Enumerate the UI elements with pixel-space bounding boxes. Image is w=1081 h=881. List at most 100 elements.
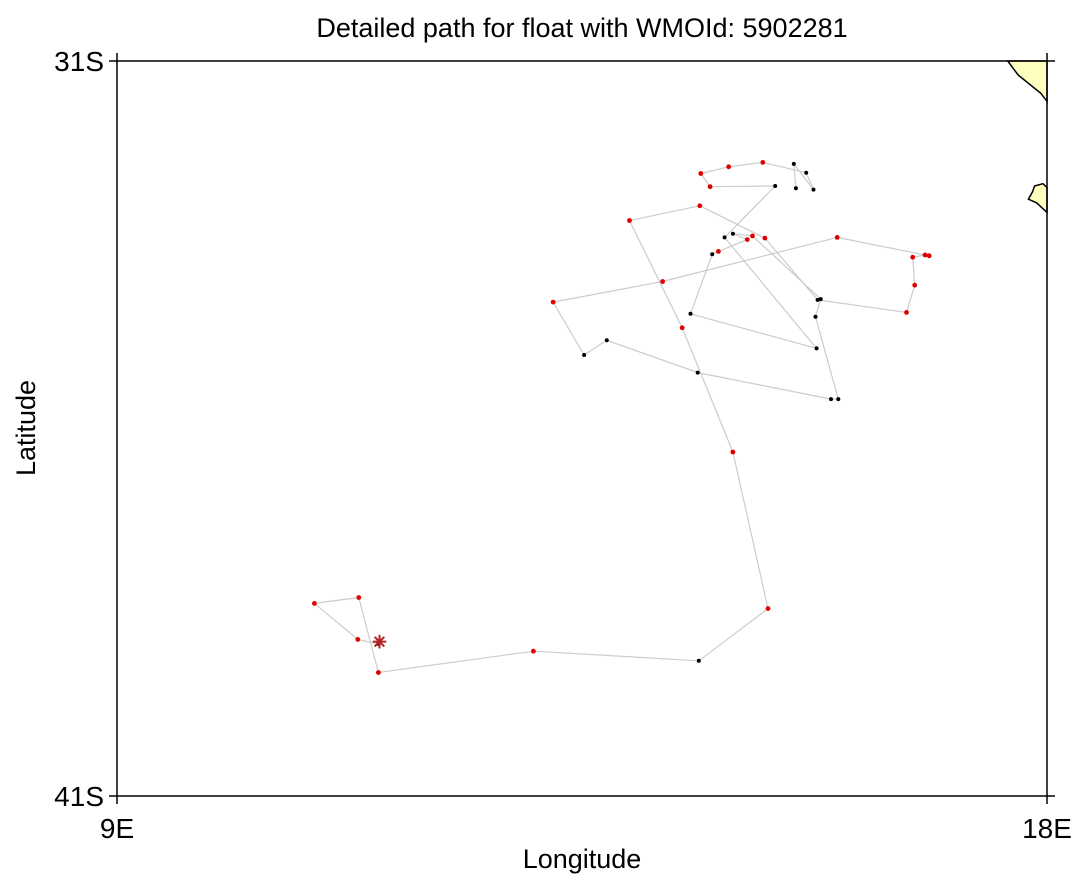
start-asterisk-marker [372,634,387,649]
track-segment [314,596,359,604]
float-position-black [829,397,833,402]
float-position-layer [312,160,932,675]
float-position-red [660,279,665,284]
track-segment [552,280,663,303]
track-segment [814,298,822,317]
track-segment [752,235,822,300]
track-segment [728,161,763,168]
float-position-red [760,160,766,165]
track-segment [606,339,698,374]
track-segment [732,451,769,609]
track-segment [837,236,930,257]
float-position-black [811,187,816,192]
float-position-red [697,203,703,209]
float-position-red [376,670,381,675]
plot-frame [116,60,1048,797]
float-position-red [726,164,732,170]
track-segment [912,257,916,286]
float-position-red [762,235,768,241]
float-position-red [834,235,840,240]
land-polygon [1006,60,1048,104]
float-position-red [912,282,918,288]
float-position-black [813,314,818,319]
track-segment [793,163,797,189]
float-position-black [836,397,841,402]
float-position-red [355,637,361,642]
track-segment [817,299,907,313]
float-position-red [312,601,317,606]
float-position-black [730,231,735,236]
float-position-red [707,184,713,190]
float-position-black [722,235,727,240]
float-position-black [582,353,587,357]
track-layer [314,161,930,674]
float-position-red [750,233,755,239]
float-position-red [550,299,556,305]
float-position-black [804,170,809,175]
x-axis-label: Longitude [523,844,642,874]
land-polygon [1027,182,1048,215]
float-position-black [710,252,715,257]
track-segment [378,650,534,674]
track-segment [357,638,379,645]
x-tick-label: 9E [100,813,134,844]
track-segment [700,173,711,188]
track-segment [662,236,838,283]
track-segment [710,185,776,188]
track-segment [700,166,729,175]
float-position-red [765,606,771,611]
track-segment [724,185,776,238]
track-segment [681,327,734,453]
float-position-red [926,253,932,259]
x-tick-label: 18E [1022,813,1072,844]
track-segment [358,597,379,673]
track-segment [314,602,359,640]
float-position-red [910,254,916,260]
track-segment [628,220,683,329]
track-segment [697,372,832,400]
float-position-black [815,297,820,302]
float-position-black [688,311,693,316]
start-marker-layer [372,634,387,649]
track-segment [905,285,916,313]
track-segment [805,172,815,190]
float-position-black [814,346,819,351]
float-position-black [818,297,823,302]
float-position-red [922,252,928,258]
float-position-black [604,338,609,343]
float-position-red [904,310,909,315]
chart-title: Detailed path for float with WMOId: 5902… [316,13,847,43]
float-position-red [356,595,362,600]
float-position-red [627,218,632,223]
track-segment [793,163,814,190]
track-segment [724,237,818,349]
y-tick-label: 31S [54,46,104,77]
track-segment [629,205,700,222]
float-position-black [773,184,778,188]
track-segment [698,608,769,662]
track-segment [814,316,839,400]
float-position-black [791,161,796,166]
float-position-black [793,186,798,191]
asterisk-stroke [374,636,385,647]
y-axis-label: Latitude [11,380,41,476]
track-segment [690,313,817,349]
float-position-red [531,648,536,654]
track-segment [732,233,753,237]
float-position-red [716,249,721,254]
track-segment [699,205,766,239]
float-position-red [698,171,704,176]
float-position-red [744,237,750,243]
track-segment [764,237,819,301]
float-position-red [679,325,685,331]
track-segment [533,650,699,662]
float-position-red [730,449,736,455]
track-segment [718,239,748,252]
float-position-black [695,370,700,375]
land-layer [1006,60,1048,215]
float-position-black [696,658,701,663]
track-segment [583,339,608,356]
track-segment [732,233,748,241]
